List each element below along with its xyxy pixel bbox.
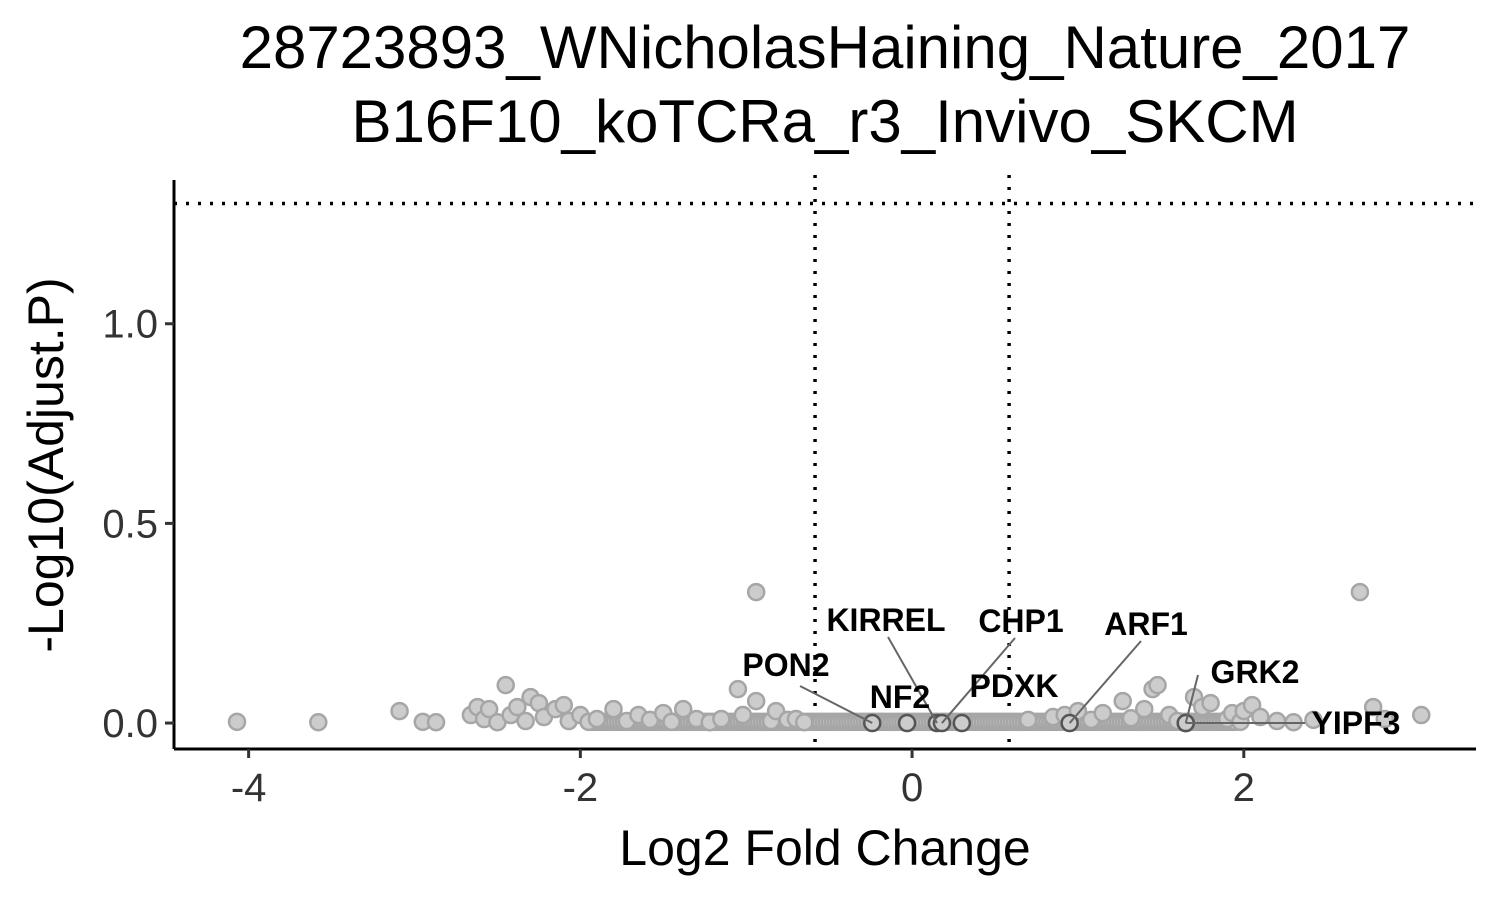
gene-label-pdxk: PDXK <box>970 668 1059 704</box>
connector-pon2 <box>799 685 873 724</box>
x-axis-title: Log2 Fold Change <box>619 820 1030 876</box>
data-point <box>1148 675 1167 695</box>
highlighted-point-nf2 <box>897 713 917 733</box>
threshold-lines <box>174 175 1476 749</box>
data-point <box>390 701 409 721</box>
data-point <box>1304 710 1323 730</box>
highlighted-point-pdxk <box>952 713 972 733</box>
connector-arf1 <box>1068 640 1142 724</box>
data-point <box>227 712 247 732</box>
data-point <box>587 709 607 729</box>
data-point <box>795 712 814 732</box>
data-point <box>662 712 681 732</box>
data-point <box>746 691 766 711</box>
gene-label-nf2: NF2 <box>870 679 930 715</box>
data-point <box>1201 693 1220 713</box>
gene-label-arf1: ARF1 <box>1104 606 1188 642</box>
data-point <box>508 697 527 717</box>
data-point <box>728 679 748 699</box>
y-tick-label: 1.0 <box>102 303 158 347</box>
y-axis-title: -Log10(Adjust.P) <box>18 277 74 652</box>
y-tick-label: 0.0 <box>102 702 158 746</box>
data-point <box>1375 709 1395 729</box>
x-tick-label: 2 <box>1233 766 1255 810</box>
gene-label-grk2: GRK2 <box>1211 654 1300 690</box>
data-point <box>1135 699 1154 719</box>
data-point <box>1113 691 1132 711</box>
data-point <box>479 699 499 719</box>
data-point <box>426 712 446 732</box>
data-point <box>1093 703 1113 723</box>
connector-chp1 <box>941 637 1016 724</box>
gene-labels: PON2 NF2 KIRREL CHP1 PDXK ARF1 GRK2 YIPF3 <box>742 602 1400 741</box>
data-point <box>309 712 328 732</box>
data-point <box>1350 582 1370 602</box>
data-point <box>604 699 623 719</box>
y-tick-label: 0.5 <box>102 502 158 546</box>
gene-label-yipf3: YIPF3 <box>1312 705 1401 741</box>
data-point <box>712 709 731 729</box>
data-point <box>1018 710 1038 730</box>
data-point <box>496 675 515 695</box>
gene-label-pon2: PON2 <box>742 647 829 683</box>
connector-grk2 <box>1184 674 1199 724</box>
chart-title: 28723893_WNicholasHaining_Nature_2017 <box>239 14 1411 81</box>
connector-kirrel <box>887 636 938 724</box>
x-tick-label: 0 <box>901 766 923 810</box>
data-point <box>1363 697 1383 717</box>
data-point <box>673 699 693 719</box>
data-point <box>516 711 535 731</box>
chart-subtitle: B16F10_koTCRa_r3_Invivo_SKCM <box>351 88 1299 155</box>
data-point <box>1121 709 1141 728</box>
axes: -4 -2 0 2 0.0 0.5 1.0 <box>102 180 1476 810</box>
data-point <box>733 705 753 725</box>
data-point <box>1412 705 1431 725</box>
data-point <box>554 695 574 715</box>
data-point <box>746 582 766 602</box>
gene-label-chp1: CHP1 <box>978 603 1063 639</box>
x-tick-label: -4 <box>231 766 267 810</box>
x-tick-label: -2 <box>563 766 599 810</box>
gene-label-kirrel: KIRREL <box>826 602 945 638</box>
data-point <box>1251 707 1270 727</box>
label-connectors <box>799 636 1306 725</box>
data-point <box>1267 711 1287 731</box>
